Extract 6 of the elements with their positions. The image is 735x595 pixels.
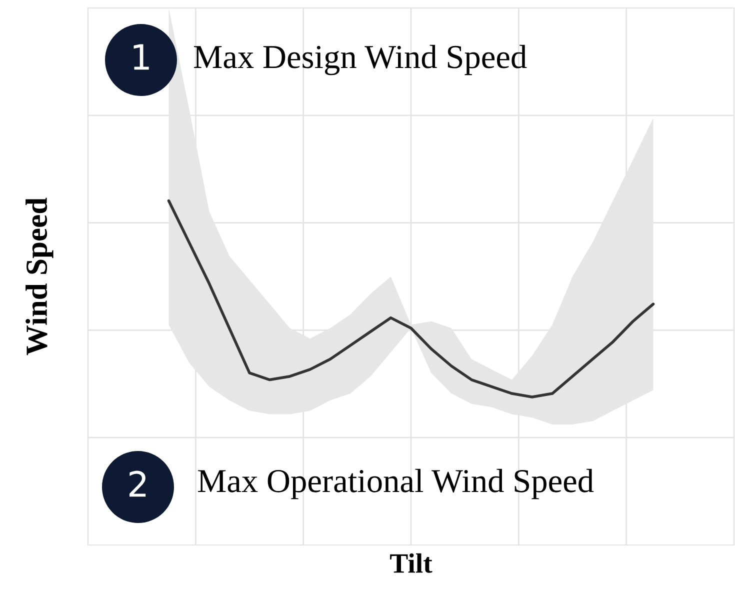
- annotation: Max Operational Wind Speed: [198, 468, 594, 500]
- text: 2: [130, 470, 146, 497]
- x-axis-title: Tilt: [390, 553, 432, 573]
- y-axis-title: Wind Speed: [26, 198, 54, 356]
- text: 1: [134, 44, 149, 70]
- text: Max Design Wind Speed: [194, 44, 527, 76]
